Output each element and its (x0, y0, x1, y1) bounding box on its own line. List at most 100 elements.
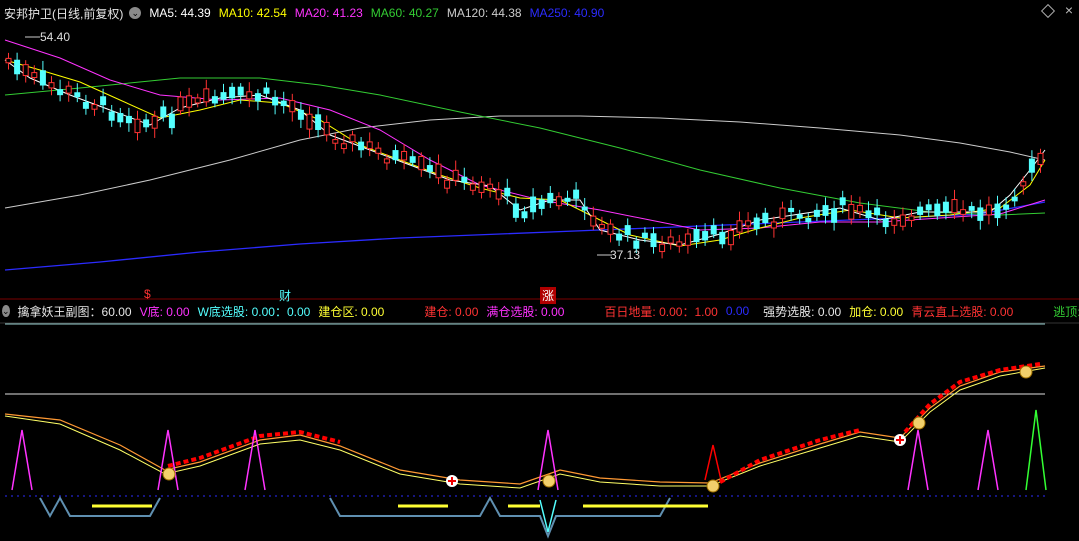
candle-body (719, 231, 726, 245)
candle-body (349, 134, 356, 143)
candle-body (985, 204, 992, 216)
spike-magenta (11, 429, 33, 491)
chart-title: 安邦护卫(日线,前复权) (4, 6, 124, 21)
bottom-cyan (539, 499, 557, 533)
candle-body (994, 203, 1001, 219)
ma20-line (4, 39, 1046, 231)
candle-body (478, 181, 485, 193)
candle-body (616, 233, 623, 241)
candle-body (254, 93, 261, 102)
candle-body (340, 143, 347, 150)
bottom-pattern (329, 495, 671, 539)
candle-body (727, 230, 734, 246)
candle-body (297, 109, 304, 120)
candle-body (521, 211, 528, 219)
candle-body (684, 233, 691, 246)
candle-body (392, 150, 399, 161)
candle-body (117, 113, 124, 123)
v-bottom-label: V底: 0.00 (139, 304, 190, 319)
candle-body (598, 224, 605, 229)
candle-body (590, 215, 597, 227)
blue-value-label: 0.00 (725, 304, 750, 318)
candle-body (1011, 196, 1018, 202)
spike-magenta (537, 429, 559, 491)
candle-body (856, 204, 863, 213)
indicator-red-dashes-3 (903, 362, 1041, 434)
chevron-down-icon[interactable]: ⌄ (2, 305, 10, 317)
candle-body (676, 241, 683, 247)
candle-body (908, 215, 915, 221)
candle-body (839, 197, 846, 206)
ma60-label: MA60: 40.27 (370, 6, 439, 20)
spike-green (1025, 409, 1047, 491)
spike-magenta (244, 429, 266, 491)
candle-body (203, 88, 210, 103)
candle-body (65, 85, 72, 94)
candle-body (710, 225, 717, 235)
ma60-line (4, 77, 1046, 216)
candle-body (813, 209, 820, 217)
candle-body (74, 92, 81, 98)
money-bag-icon (162, 467, 176, 481)
escape-label: 逃顶: 0 (1053, 304, 1079, 319)
candle-body (280, 100, 287, 107)
candle-body (495, 189, 502, 200)
plus-circle-icon (894, 434, 906, 446)
indicator-orange-line (4, 365, 1046, 485)
candle-body (891, 218, 898, 226)
candle-body (22, 64, 29, 77)
candle-body (874, 207, 881, 216)
low-price-label: 37.13 (610, 248, 641, 262)
spike-magenta (907, 429, 929, 491)
chevron-down-icon[interactable]: ⌄ (129, 7, 142, 19)
candle-body (134, 118, 141, 134)
spike-red (704, 444, 722, 481)
full-pick-label: 满仓选股: 0.00 (486, 304, 565, 319)
candle-body (220, 92, 227, 100)
indicator-red-dashes-2 (712, 428, 861, 488)
candle-body (358, 141, 365, 151)
candle-body (229, 86, 236, 99)
candle-body (736, 220, 743, 233)
candle-body (315, 114, 322, 131)
candle-body (487, 183, 494, 190)
candle-body (444, 179, 451, 189)
ma120-line (4, 115, 1046, 209)
candle-body (951, 199, 958, 214)
candle-body (263, 87, 270, 94)
candle-body (865, 210, 872, 219)
candle-body (667, 236, 674, 244)
event-marker-finance[interactable]: 财 (279, 289, 292, 303)
event-marker-rise[interactable]: 涨 (540, 287, 557, 304)
candle-body (332, 139, 339, 144)
candle-body (702, 231, 709, 241)
candle-body (512, 203, 519, 218)
candle-body (426, 165, 433, 172)
candle-body (564, 197, 571, 202)
candle-body (375, 147, 382, 154)
candle-body (573, 189, 580, 199)
w-bottom-label: W底选股: 0.00：0.00 (197, 304, 311, 319)
plus-circle-icon (446, 475, 458, 487)
candle-body (796, 214, 803, 219)
indicator-red-dashes (167, 429, 341, 468)
main-chart-legend: 安邦护卫(日线,前复权) ⌄ MA5: 44.39 MA10: 42.54 MA… (0, 3, 1040, 23)
candle-body (770, 221, 777, 229)
strong-pick-label: 强势选股: 0.00 (763, 304, 842, 319)
candle-body (693, 229, 700, 243)
candle-body (57, 89, 64, 96)
candle-body (461, 176, 468, 183)
candle-body (788, 207, 795, 213)
candle-body (91, 104, 98, 110)
candle-body (762, 212, 769, 224)
candle-body (186, 95, 193, 108)
candle-body (641, 232, 648, 239)
candle-body (779, 207, 786, 220)
event-marker-dollar[interactable]: $ (144, 287, 151, 301)
candle-body (108, 111, 115, 121)
candle-body (39, 70, 46, 86)
candle-body (177, 96, 184, 112)
add-label: 加仓: 0.00 (849, 304, 904, 319)
close-icon[interactable]: × (1064, 2, 1073, 18)
